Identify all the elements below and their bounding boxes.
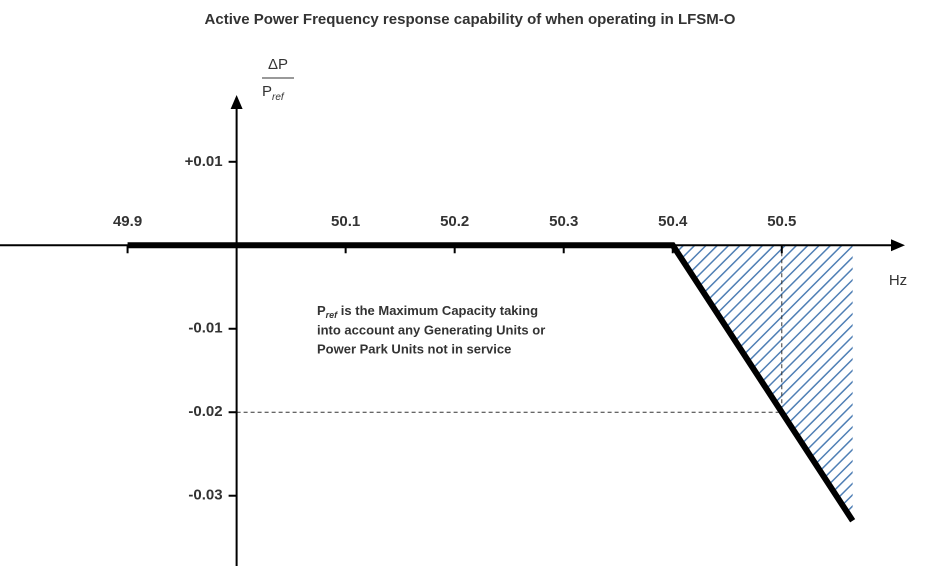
y-label-subscript: ref — [272, 92, 285, 103]
y-label-denominator: Pref — [262, 83, 285, 103]
chart-title: Active Power Frequency response capabili… — [205, 11, 736, 28]
annotation-symbol: P — [317, 303, 326, 318]
annotation-line: into account any Generating Units or — [317, 322, 545, 337]
x-axis-label: Hz — [889, 272, 907, 289]
x-tick-label: 50.5 — [767, 213, 796, 230]
hatch-area — [672, 245, 853, 521]
x-tick-label: 50.3 — [549, 213, 578, 230]
y-tick-label: +0.01 — [185, 153, 223, 170]
y-tick-label: -0.02 — [188, 403, 222, 420]
annotation-text: is the Maximum Capacity taking — [337, 303, 538, 318]
y-label-numerator: ΔP — [268, 56, 288, 73]
annotation-line: Power Park Units not in service — [317, 341, 511, 356]
x-tick-label: 49.9 — [113, 213, 142, 230]
annotation-subscript: ref — [326, 310, 339, 320]
y-axis-arrow — [230, 95, 243, 109]
annotation-line: Pref is the Maximum Capacity taking — [317, 303, 538, 320]
x-tick-label: 50.4 — [658, 213, 688, 230]
y-label-symbol: P — [262, 83, 272, 100]
y-tick-label: -0.01 — [188, 320, 222, 337]
line — [127, 242, 856, 523]
x-axis-arrow — [891, 239, 905, 252]
y-tick-label: -0.03 — [188, 487, 222, 504]
x-tick-label: 50.2 — [440, 213, 469, 230]
x-tick-label: 50.1 — [331, 213, 360, 230]
